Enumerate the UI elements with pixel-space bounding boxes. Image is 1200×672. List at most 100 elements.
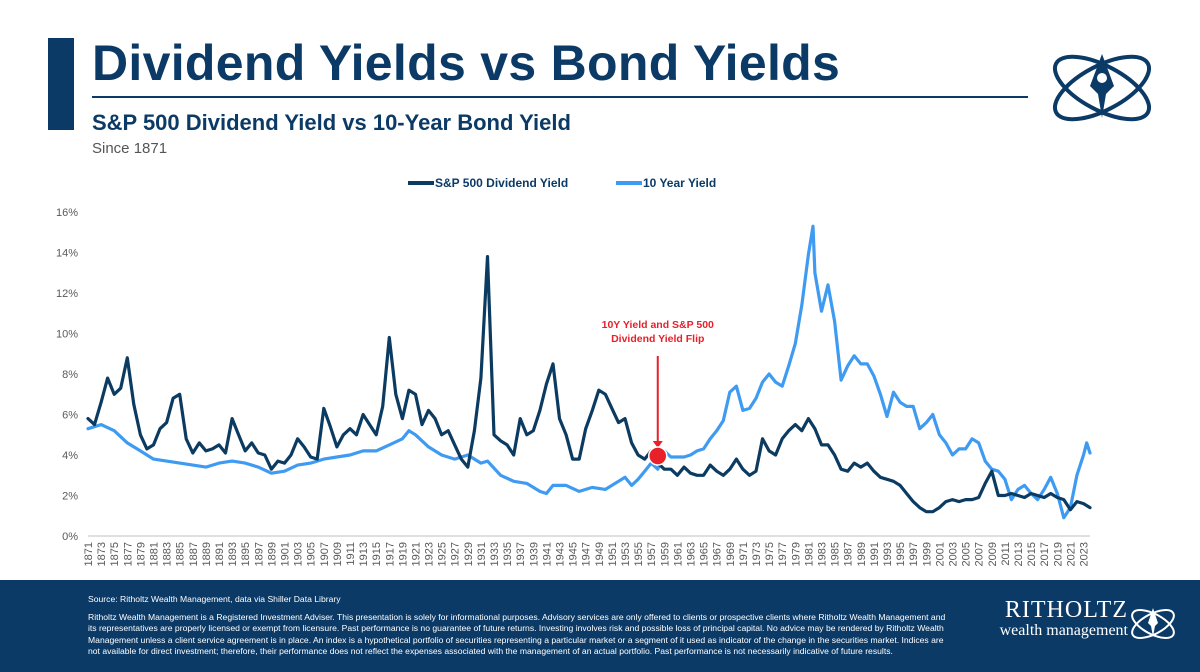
annotation-arrowhead bbox=[652, 441, 663, 449]
x-tick-label: 1969 bbox=[725, 542, 737, 566]
x-tick-label: 1955 bbox=[633, 542, 645, 566]
x-tick-label: 2011 bbox=[1000, 542, 1012, 566]
x-tick-label: 1901 bbox=[279, 542, 291, 566]
title-divider bbox=[92, 96, 1028, 98]
x-tick-label: 1961 bbox=[672, 542, 684, 566]
x-tick-label: 1929 bbox=[463, 542, 475, 566]
x-tick-label: 1995 bbox=[895, 542, 907, 566]
x-tick-label: 1891 bbox=[214, 542, 226, 566]
x-tick-label: 1913 bbox=[358, 542, 370, 566]
x-tick-label: 1963 bbox=[686, 542, 698, 566]
x-tick-label: 2015 bbox=[1026, 542, 1038, 566]
x-tick-label: 2021 bbox=[1065, 542, 1077, 566]
x-tick-label: 1925 bbox=[437, 542, 449, 566]
annotation-text: Dividend Yield Flip bbox=[611, 333, 704, 345]
x-tick-label: 1893 bbox=[227, 542, 239, 566]
x-tick-label: 1903 bbox=[293, 542, 305, 566]
page-title: Dividend Yields vs Bond Yields bbox=[92, 35, 841, 91]
y-tick-label: 2% bbox=[62, 491, 78, 503]
y-tick-label: 10% bbox=[56, 329, 78, 341]
x-tick-label: 1921 bbox=[410, 542, 422, 566]
x-tick-label: 2005 bbox=[961, 542, 973, 566]
flip-annotation: 10Y Yield and S&P 500 Dividend Yield Flip bbox=[602, 319, 714, 466]
x-tick-label: 1983 bbox=[816, 542, 828, 566]
chart-period-note: Since 1871 bbox=[92, 140, 168, 157]
x-tick-label: 2001 bbox=[934, 542, 946, 566]
x-tick-label: 2007 bbox=[974, 542, 986, 566]
x-tick-label: 1899 bbox=[266, 542, 278, 566]
x-tick-label: 1979 bbox=[790, 542, 802, 566]
x-tick-label: 1951 bbox=[607, 542, 619, 566]
x-tick-label: 1881 bbox=[148, 542, 160, 566]
x-tick-label: 1997 bbox=[908, 542, 920, 566]
x-tick-label: 1907 bbox=[319, 542, 331, 566]
source-note: Source: Ritholtz Wealth Management, data… bbox=[88, 594, 341, 604]
plot-area bbox=[86, 224, 1092, 520]
legend-label: S&P 500 Dividend Yield bbox=[435, 176, 568, 190]
x-tick-label: 1895 bbox=[240, 542, 252, 566]
x-tick-label: 1939 bbox=[528, 542, 540, 566]
x-tick-label: 1957 bbox=[646, 542, 658, 566]
y-tick-label: 0% bbox=[62, 531, 78, 543]
x-tick-label: 1937 bbox=[515, 542, 527, 566]
x-tick-label: 1883 bbox=[162, 542, 174, 566]
x-tick-label: 1885 bbox=[175, 542, 187, 566]
series-line bbox=[86, 255, 1092, 514]
x-tick-label: 1999 bbox=[921, 542, 933, 566]
x-axis: 1871 1873 1875 1877 1879 1881 1883 1885 1887 1889… bbox=[83, 535, 1090, 566]
x-tick-label: 1977 bbox=[777, 542, 789, 566]
x-tick-label: 1909 bbox=[332, 542, 344, 566]
x-tick-label: 1889 bbox=[201, 542, 213, 566]
chart-subtitle: S&P 500 Dividend Yield vs 10-Year Bond Y… bbox=[92, 110, 571, 135]
x-tick-label: 1959 bbox=[659, 542, 671, 566]
yield-chart: S&P 500 Dividend Yield 10 Year Yield 0% 2%… bbox=[56, 176, 1092, 566]
x-tick-label: 1927 bbox=[450, 542, 462, 566]
x-tick-label: 1917 bbox=[384, 542, 396, 566]
x-tick-label: 1875 bbox=[109, 542, 121, 566]
rocket-logo-small-icon bbox=[1131, 608, 1175, 639]
disclaimer-text: Ritholtz Wealth Management is a Register… bbox=[88, 612, 946, 656]
x-tick-label: 1887 bbox=[188, 542, 200, 566]
x-tick-label: 1945 bbox=[568, 542, 580, 566]
x-tick-label: 1877 bbox=[122, 542, 134, 566]
annotation-text: 10Y Yield and S&P 500 bbox=[602, 319, 714, 331]
rocket-logo-icon bbox=[1052, 54, 1152, 122]
series-line bbox=[86, 224, 1092, 520]
y-tick-label: 12% bbox=[56, 288, 78, 300]
y-tick-label: 4% bbox=[62, 450, 78, 462]
y-tick-label: 8% bbox=[62, 369, 78, 381]
brand-wordmark: RITHOLTZ wealth management bbox=[968, 598, 1128, 640]
x-tick-label: 1953 bbox=[620, 542, 632, 566]
x-tick-label: 1981 bbox=[803, 542, 815, 566]
legend-label: 10 Year Yield bbox=[643, 176, 716, 190]
x-tick-label: 1931 bbox=[476, 542, 488, 566]
x-tick-label: 1971 bbox=[738, 542, 750, 566]
x-tick-label: 1879 bbox=[135, 542, 147, 566]
brand-name: RITHOLTZ bbox=[1004, 597, 1128, 623]
x-tick-label: 1989 bbox=[856, 542, 868, 566]
x-tick-label: 1923 bbox=[424, 542, 436, 566]
x-tick-label: 1985 bbox=[830, 542, 842, 566]
x-tick-label: 1915 bbox=[371, 542, 383, 566]
y-tick-label: 14% bbox=[56, 248, 78, 260]
x-tick-label: 1993 bbox=[882, 542, 894, 566]
x-tick-label: 2017 bbox=[1039, 542, 1051, 566]
y-tick-label: 6% bbox=[62, 410, 78, 422]
x-tick-label: 1897 bbox=[253, 542, 265, 566]
x-tick-label: 1991 bbox=[869, 542, 881, 566]
x-tick-label: 1871 bbox=[83, 542, 95, 566]
annotation-marker bbox=[648, 446, 668, 466]
x-tick-label: 2009 bbox=[987, 542, 999, 566]
x-tick-label: 1911 bbox=[345, 542, 357, 566]
x-tick-label: 1949 bbox=[594, 542, 606, 566]
x-tick-label: 2023 bbox=[1078, 542, 1090, 566]
y-axis: 0% 2% 4% 6% 8% 10% 12% 14% 16% bbox=[56, 207, 78, 543]
x-tick-label: 1873 bbox=[96, 542, 108, 566]
x-tick-label: 1905 bbox=[306, 542, 318, 566]
x-tick-label: 2003 bbox=[947, 542, 959, 566]
x-tick-label: 1919 bbox=[397, 542, 409, 566]
x-tick-label: 2019 bbox=[1052, 542, 1064, 566]
x-tick-label: 1935 bbox=[502, 542, 514, 566]
x-tick-label: 1987 bbox=[843, 542, 855, 566]
title-accent-bar bbox=[48, 38, 74, 130]
